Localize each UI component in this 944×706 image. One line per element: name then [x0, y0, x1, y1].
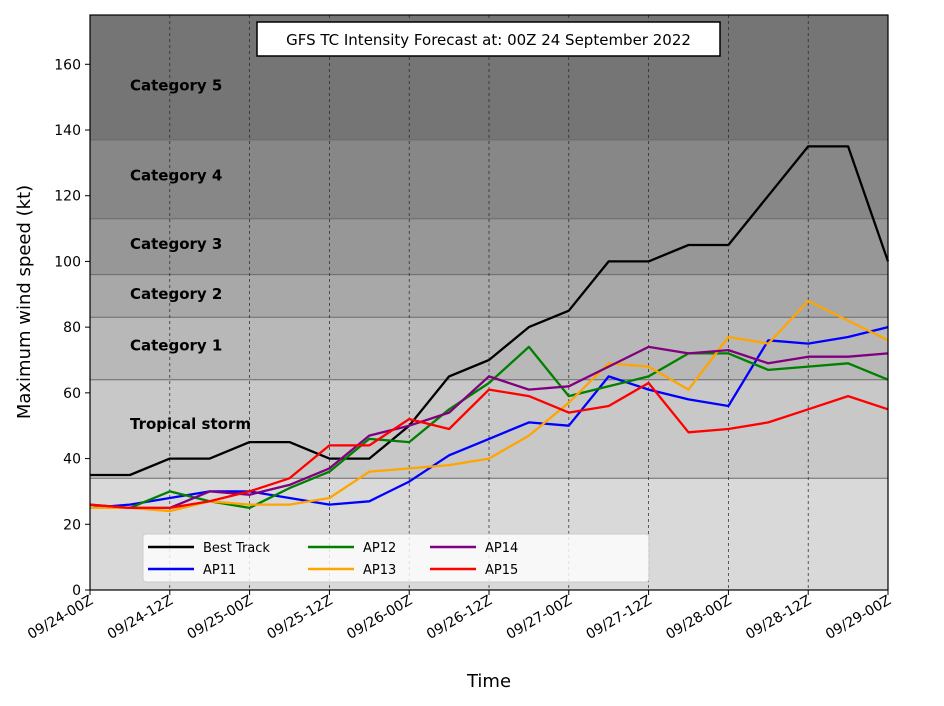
y-tick-label: 120 [54, 189, 81, 205]
y-axis-label: Maximum wind speed (kt) [14, 185, 35, 419]
y-tick-label: 160 [54, 57, 81, 73]
category-label: Tropical storm [130, 415, 251, 433]
chart-title: GFS TC Intensity Forecast at: 00Z 24 Sep… [286, 31, 691, 49]
category-label: Category 4 [130, 166, 222, 184]
y-tick-label: 140 [54, 123, 81, 139]
category-label: Category 5 [130, 77, 222, 95]
x-tick-label: 09/25-00Z [185, 593, 256, 643]
legend-box [142, 533, 650, 583]
x-tick-label: 09/24-12Z [105, 593, 176, 643]
y-tick-label: 20 [63, 517, 81, 533]
x-tick-label: 09/26-12Z [424, 593, 495, 643]
x-tick-label: 09/26-00Z [344, 593, 415, 643]
x-tick-label: 09/27-12Z [584, 593, 655, 643]
legend-label: AP11 [203, 563, 236, 578]
series-line [89, 345, 889, 510]
y-tick-label: 80 [63, 320, 81, 336]
x-tick-label: 09/25-12Z [264, 593, 335, 643]
series-lines [89, 145, 890, 513]
x-axis-label: Time [466, 671, 511, 692]
legend: Best Track AP11 AP12 AP13 AP14 AP15 [142, 533, 650, 583]
series-line [90, 145, 890, 477]
category-label: Category 2 [130, 285, 222, 303]
x-tick-label: 09/24-00Z [25, 593, 96, 643]
legend-label: Best Track [203, 541, 270, 556]
legend-label: AP15 [485, 563, 518, 578]
x-tick-label: 09/29-00Z [823, 593, 894, 643]
y-tick-label: 100 [54, 254, 81, 270]
y-tick-label: 0 [72, 583, 81, 599]
category-label: Category 3 [130, 235, 222, 253]
legend-label: AP14 [485, 541, 518, 556]
x-tick-label: 09/28-12Z [743, 593, 814, 643]
series-line [89, 381, 889, 510]
y-tick-label: 40 [63, 452, 81, 468]
chart-title-box: GFS TC Intensity Forecast at: 00Z 24 Sep… [256, 21, 721, 57]
legend-label: AP13 [363, 563, 396, 578]
category-labels: Tropical storm Category 1 Category 2 Catego… [130, 77, 251, 433]
x-tick-label: 09/27-00Z [504, 593, 575, 643]
legend-label: AP12 [363, 541, 396, 556]
x-tick-label: 09/28-00Z [663, 593, 734, 643]
series-line [90, 299, 889, 513]
x-axis: 09/24-00Z 09/24-12Z 09/25-00Z 09/25-12Z 09/2… [25, 590, 894, 643]
y-tick-label: 60 [63, 386, 81, 402]
category-band [90, 218, 888, 275]
y-axis: 0 20 40 60 80 100 120 140 160 [54, 57, 90, 599]
category-label: Category 1 [130, 336, 222, 354]
